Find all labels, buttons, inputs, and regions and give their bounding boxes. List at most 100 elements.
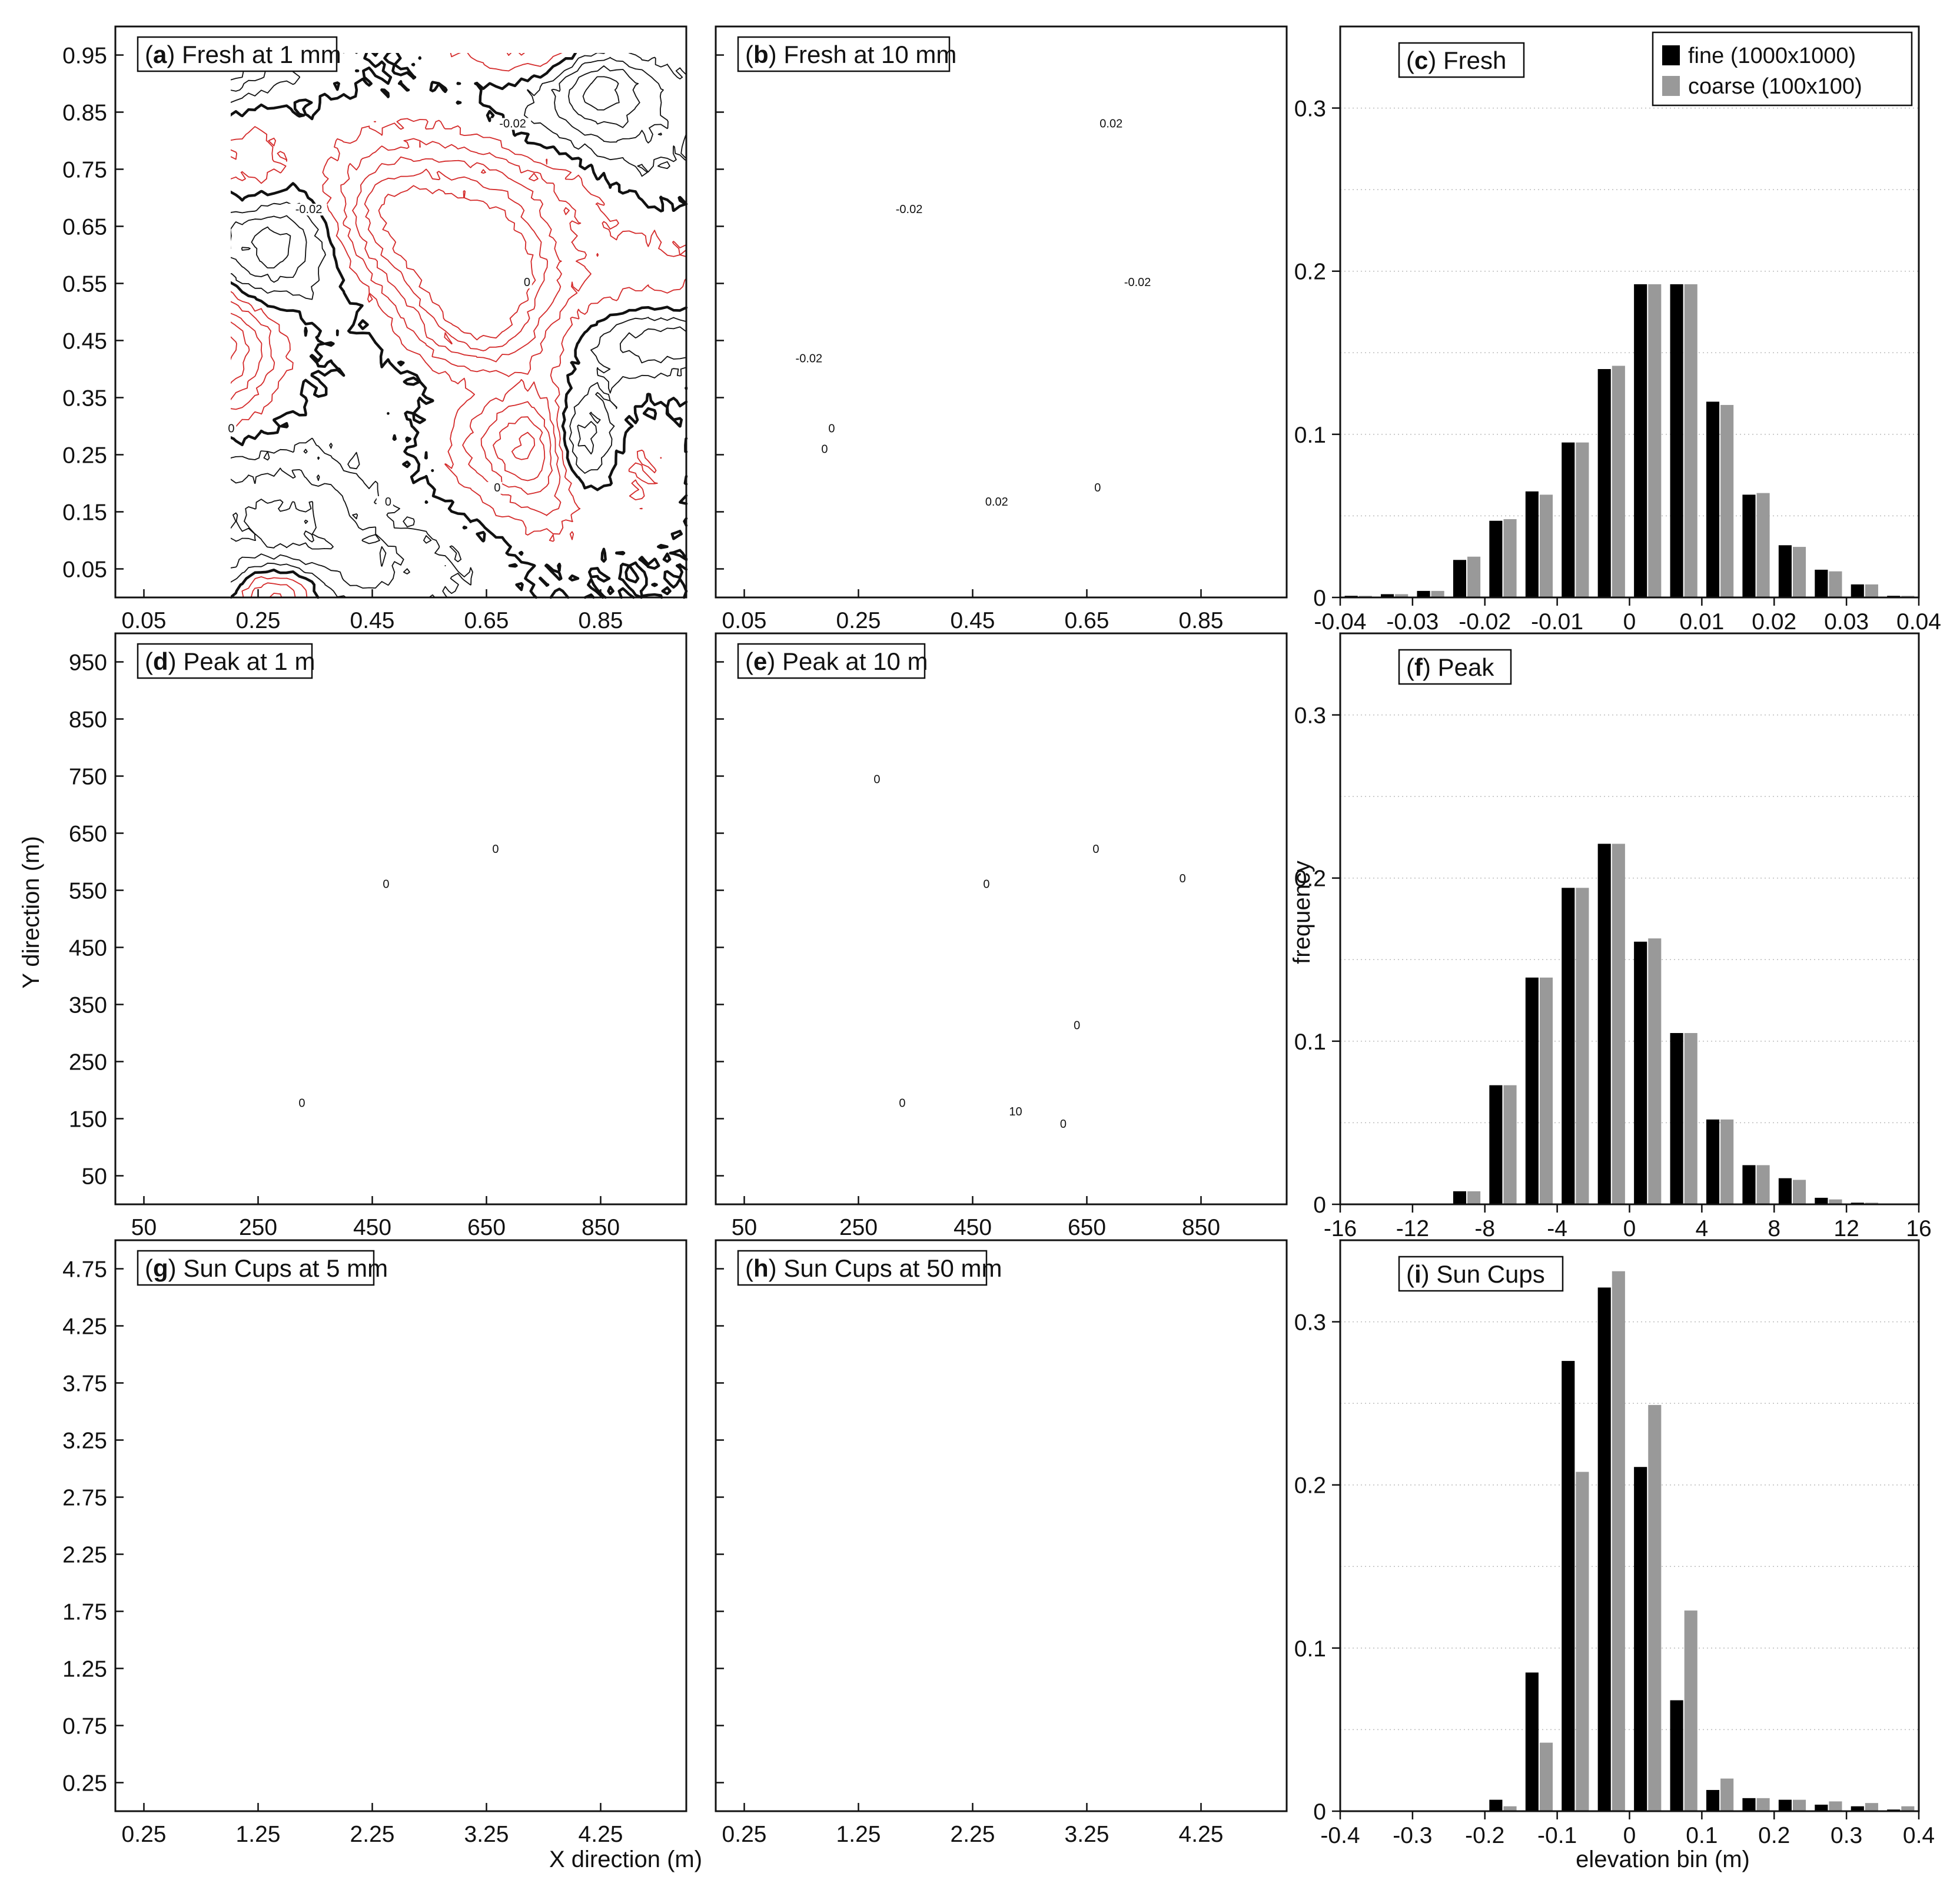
- bar-fine: [1778, 1178, 1792, 1204]
- bar-coarse: [1648, 1404, 1662, 1811]
- y-tick-label: 450: [69, 936, 107, 961]
- legend: [1652, 31, 1913, 107]
- legend-swatch-coarse: [1662, 76, 1680, 96]
- bar-coarse: [1684, 1033, 1697, 1204]
- x-tick-label: 0.03: [1824, 609, 1869, 635]
- panel-e: 0 0 0 10 0 0 0 0 (e) Peak at 10 m 50 250 450 650 850: [715, 632, 1288, 1240]
- contour-label: 0: [1060, 1118, 1067, 1131]
- bar-coarse: [1792, 1180, 1806, 1204]
- bar-fine: [1417, 590, 1430, 597]
- contour-label-bg: [290, 1097, 307, 1110]
- positive-contour: [115, 1240, 686, 1811]
- panel-label-box: [737, 36, 951, 72]
- positive-contour: [763, 572, 782, 594]
- bar-fine: [1815, 1804, 1828, 1811]
- x-tick-label: 0.4: [1903, 1823, 1935, 1848]
- negative-contour: [231, 168, 548, 481]
- contour-label-bg: [976, 496, 1011, 508]
- x-tick-label: 3.25: [464, 1822, 509, 1847]
- y-axis-title: Y direction (m): [18, 836, 44, 988]
- plot-frame: [715, 632, 1288, 1205]
- x-tick-label: -0.4: [1320, 1823, 1360, 1848]
- bar-coarse: [1539, 1742, 1553, 1811]
- panel-letter: i: [1414, 1260, 1421, 1288]
- x-tick-label: 16: [1906, 1216, 1931, 1241]
- x-tick-label: 0.45: [350, 608, 395, 633]
- contour-label-bg: [515, 276, 532, 288]
- panel-label: (b) Fresh at 10 mm: [745, 41, 956, 68]
- x-tick-label: 0.85: [579, 608, 623, 633]
- x-tick-label: 50: [732, 1215, 757, 1240]
- panel-label: (f) Peak: [1406, 653, 1494, 681]
- contour-label-bg: [820, 423, 837, 435]
- x-tick-label: 250: [239, 1215, 277, 1240]
- negative-contour: [295, 633, 686, 976]
- plot-frame: [114, 1239, 687, 1812]
- contour-label: 0: [821, 443, 828, 456]
- paren: (: [745, 1254, 753, 1282]
- positive-contour: [722, 26, 1287, 597]
- panel-label-box: [737, 1250, 988, 1286]
- x-tick-label: 0.1: [1686, 1823, 1718, 1848]
- panel-title: Sun Cups at 5 mm: [177, 1254, 388, 1282]
- contour-label-bg: [486, 481, 503, 494]
- bar-coarse: [1792, 1799, 1806, 1811]
- x-tick-label: 0.2: [1758, 1823, 1790, 1848]
- y-tick-label: 0.2: [1294, 1473, 1326, 1499]
- y-tick-label: 0.2: [1294, 866, 1326, 892]
- bar-coarse: [1648, 284, 1662, 597]
- bar-fine: [1597, 369, 1611, 597]
- contour-label-bg: [787, 353, 828, 365]
- x-tick-label: 0.25: [722, 1822, 767, 1847]
- bar-fine: [1851, 584, 1864, 597]
- x-tick-label: -0.2: [1465, 1823, 1504, 1848]
- y-tick-label: 0.3: [1294, 703, 1326, 729]
- panel-title: ) Fresh: [1428, 47, 1506, 74]
- y-tick-label: 4.25: [62, 1314, 107, 1340]
- bar-fine: [1489, 1085, 1503, 1204]
- panel-letter: c: [1414, 47, 1428, 74]
- plot-frame: [1339, 632, 1920, 1205]
- contour-label: 0: [494, 481, 500, 494]
- positive-contour: [115, 1240, 686, 1811]
- y-tick-label: 0.2: [1294, 260, 1326, 285]
- contour-label: 0: [1074, 1019, 1080, 1032]
- x-tick-label: -16: [1324, 1216, 1357, 1241]
- panel-a: -0.02 0 0 0 0 -0.02 (a) Fresh at 1 mm 0.05 0.25 0…: [62, 25, 688, 633]
- positive-contour: [145, 842, 686, 1172]
- plot-frame: [715, 25, 1288, 599]
- contour-label: -0.02: [896, 203, 923, 216]
- y-tick-label: 0.3: [1294, 1310, 1326, 1336]
- x-tick-label: 0.65: [1065, 608, 1109, 633]
- y-tick-label: 850: [69, 708, 107, 733]
- bar-coarse: [1503, 1085, 1517, 1204]
- contour-label: 0: [899, 1097, 905, 1110]
- positive-contour: [115, 1240, 686, 1811]
- bar-coarse: [1720, 404, 1734, 597]
- x-tick-label: -0.1: [1537, 1823, 1577, 1848]
- positive-contour: [716, 26, 1287, 597]
- contour-label-bg: [374, 878, 391, 891]
- x-tick-label: 1.25: [236, 1822, 281, 1847]
- contour-label-bg: [220, 423, 237, 435]
- positive-contour: [716, 828, 1287, 1181]
- panel-title: ) Peak: [1423, 653, 1494, 681]
- bar-fine: [1525, 1672, 1539, 1811]
- x-tick-label: 4.25: [1179, 1822, 1224, 1847]
- bar-fine: [1815, 569, 1828, 597]
- contour-lines-d: [115, 633, 686, 1204]
- bar-coarse: [1829, 1801, 1842, 1811]
- panel-title: Peak at 1 m: [177, 647, 315, 675]
- x-tick-label: -0.01: [1531, 609, 1583, 635]
- y-tick-label: 650: [69, 822, 107, 847]
- paren: (: [1406, 1260, 1414, 1288]
- contour-label: 0: [1092, 843, 1099, 856]
- bar-fine: [1851, 1806, 1864, 1811]
- panel-letter: a: [153, 41, 167, 68]
- y-tick-label: 2.75: [62, 1486, 107, 1511]
- contour-label: 0: [298, 1097, 305, 1110]
- x-tick-label: 4.25: [579, 1822, 623, 1847]
- positive-contour: [769, 1240, 1284, 1811]
- contour-label: -0.02: [295, 203, 323, 216]
